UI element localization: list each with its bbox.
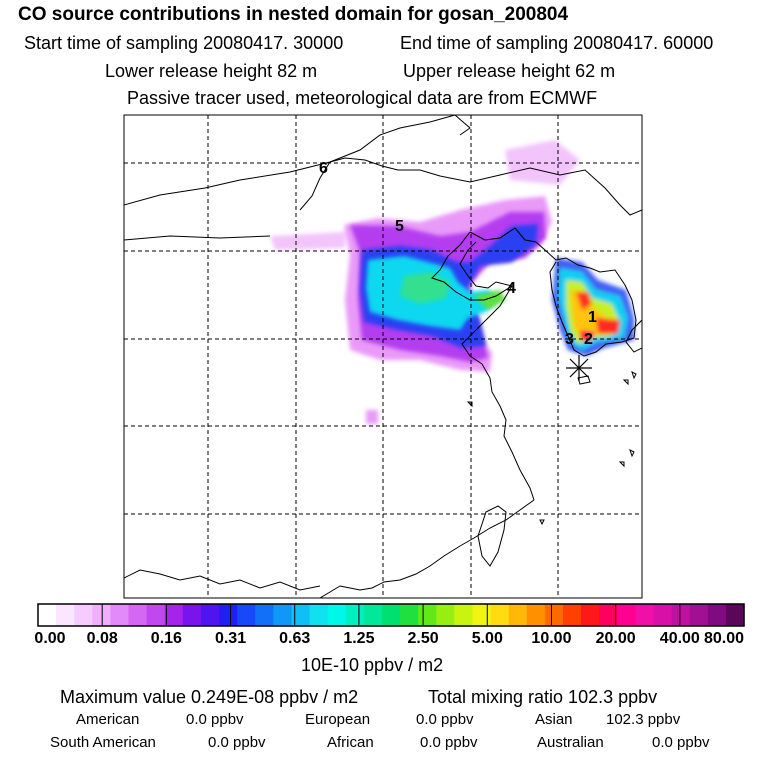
marker-6: 6 — [319, 160, 328, 177]
max-value-label: Maximum value 0.249E-08 ppbv / m2 — [60, 687, 359, 707]
marker-2: 2 — [584, 331, 593, 348]
colorbar-tick-label: 40.00 — [659, 630, 700, 647]
colorbar-cell — [508, 604, 528, 626]
chart-title: CO source contributions in nested domain… — [18, 4, 569, 25]
colorbar-cell — [38, 604, 57, 626]
colorbar-cell — [436, 604, 455, 626]
european-value: 0.0 ppbv — [416, 711, 474, 728]
marker-4: 4 — [507, 280, 516, 297]
colorbar-tick-label: 80.00 — [703, 630, 745, 647]
colorbar-unit-label: 10E-10 ppbv / m2 — [301, 655, 444, 675]
colorbar-cell — [400, 604, 419, 626]
lower-release-label: Lower release height 82 m — [105, 61, 318, 81]
colorbar-tick-label: 0.16 — [150, 630, 182, 647]
asian-label: Asian — [535, 711, 573, 728]
australian-value: 0.0 ppbv — [652, 734, 710, 751]
marker-5: 5 — [395, 218, 404, 235]
colorbar-cell — [544, 604, 564, 626]
receptor-star-icon — [566, 355, 592, 381]
colorbar-cell — [725, 604, 745, 626]
colorbar-cell — [345, 604, 365, 626]
colorbar-cell — [327, 604, 347, 626]
start-time-label: Start time of sampling 20080417. 30000 — [24, 33, 344, 53]
colorbar-tick-label: 2.50 — [407, 630, 439, 647]
european-label: European — [305, 711, 371, 728]
colorbar-cell — [689, 604, 709, 626]
map-plot: 1 2 3 4 5 6 — [123, 114, 643, 599]
map-frame — [123, 114, 643, 599]
colorbar-tick-label: 20.00 — [595, 630, 636, 647]
colorbar-cell — [309, 604, 329, 626]
colorbar — [37, 603, 745, 627]
coastlines — [124, 115, 642, 598]
colorbar-cell — [182, 604, 202, 626]
colorbar-cell — [526, 604, 546, 626]
grid-lines — [124, 115, 642, 598]
american-label: American — [76, 711, 140, 728]
south-american-value: 0.0 ppbv — [208, 734, 266, 751]
american-value: 0.0 ppbv — [186, 711, 244, 728]
colorbar-tick-label: 0.00 — [34, 630, 66, 647]
colorbar-cell — [581, 604, 600, 626]
colorbar-tick-label: 10.00 — [531, 630, 572, 647]
colorbar-cell — [200, 604, 220, 626]
colorbar-cell — [363, 604, 383, 626]
korea-hotspot — [552, 258, 634, 356]
colorbar-cell — [92, 604, 112, 626]
colorbar-cell — [454, 604, 474, 626]
colorbar-cell — [599, 604, 618, 626]
south-american-label: South American — [50, 734, 156, 751]
marker-1: 1 — [588, 309, 597, 326]
upper-release-label: Upper release height 62 m — [403, 61, 616, 81]
colorbar-cell — [653, 604, 673, 626]
colorbar-cell — [707, 604, 727, 626]
colorbar-cell — [418, 604, 437, 626]
colorbar-cell — [617, 604, 636, 626]
marker-3: 3 — [565, 331, 574, 348]
colorbar-cell — [671, 604, 691, 626]
colorbar-cell — [562, 604, 582, 626]
colorbar-cell — [128, 604, 148, 626]
colorbar-tick-label: 0.08 — [86, 630, 118, 647]
colorbar-cell — [74, 604, 93, 626]
colorbar-tick-label: 0.31 — [214, 630, 247, 647]
colorbar-cell — [219, 604, 238, 626]
colorbar-cell — [472, 604, 492, 626]
colorbar-cell — [381, 604, 401, 626]
colorbar-cell — [291, 604, 311, 626]
australian-label: Australian — [537, 734, 604, 751]
tracer-note: Passive tracer used, meteorological data… — [127, 88, 598, 108]
colorbar-tick-label: 1.25 — [343, 630, 375, 647]
colorbar-cell — [490, 604, 510, 626]
colorbar-cell — [273, 604, 293, 626]
colorbar-cell — [110, 604, 130, 626]
colorbar-tick-label: 5.00 — [471, 630, 503, 647]
colorbar-cell — [56, 604, 75, 626]
colorbar-cell — [237, 604, 256, 626]
african-value: 0.0 ppbv — [420, 734, 478, 751]
african-label: African — [327, 734, 374, 751]
end-time-label: End time of sampling 20080417. 60000 — [400, 33, 714, 53]
colorbar-cell — [146, 604, 166, 626]
colorbar-cell — [164, 604, 184, 626]
colorbar-cell — [255, 604, 274, 626]
total-mixing-label: Total mixing ratio 102.3 ppbv — [428, 687, 658, 707]
colorbar-tick-label: 0.63 — [279, 630, 311, 647]
colorbar-cell — [635, 604, 655, 626]
asian-value: 102.3 ppbv — [606, 711, 681, 728]
